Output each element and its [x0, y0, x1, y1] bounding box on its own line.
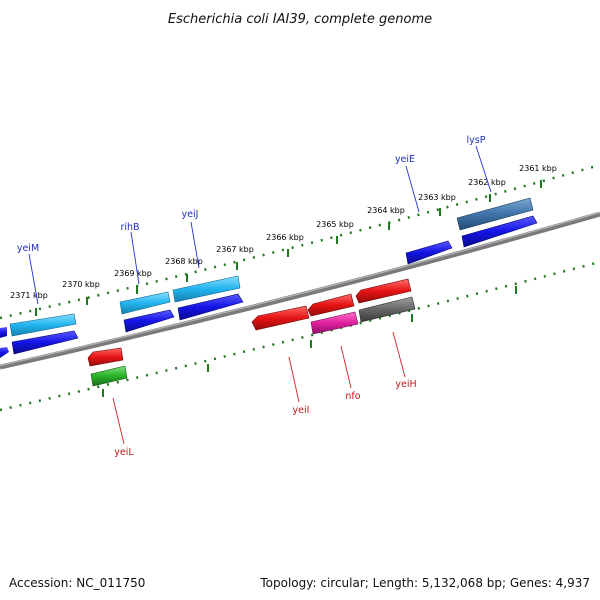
topology-text: Topology: circular; Length: 5,132,068 bp… [259, 576, 590, 590]
kbp-label: 2362 kbp [468, 178, 506, 187]
gene-gray-yeiH[interactable] [358, 296, 416, 323]
gene-red-yeiH[interactable] [355, 278, 412, 304]
bottom-leader-lines [112, 331, 406, 445]
gene-rihB[interactable] [119, 291, 171, 315]
gene-nfo[interactable] [310, 311, 359, 335]
kbp-label: 2363 kbp [418, 193, 456, 202]
gene-label-yeiJ: yeiJ [182, 209, 199, 220]
genome-backbone [0, 211, 600, 370]
kbp-label: 2367 kbp [216, 245, 254, 254]
gene-blue-rihB[interactable] [123, 309, 175, 333]
kbp-label: 2364 kbp [367, 206, 405, 215]
gene-blue-yeiJ[interactable] [177, 293, 244, 321]
map-title: Escherichia coli IAI39, complete genome [168, 12, 432, 27]
gene-red-nfo[interactable] [307, 293, 355, 317]
gene-cyan-left[interactable] [9, 313, 77, 337]
gene-yeiL[interactable] [90, 365, 128, 387]
gene-yeiJ[interactable] [172, 275, 241, 303]
gene-lysP[interactable] [456, 197, 534, 231]
accession-text: Accession: NC_011750 [9, 576, 145, 590]
gene-yeiI[interactable] [251, 305, 310, 331]
gene-label-yeiL: yeiL [114, 447, 134, 458]
kbp-label: 2370 kbp [62, 280, 100, 289]
gene-label-nfo: nfo [345, 391, 360, 402]
kbp-label: 2371 kbp [10, 291, 48, 300]
gene-label-yeiI: yeiI [293, 405, 310, 416]
gene-red-yeiL[interactable] [87, 347, 124, 367]
gene-label-yeiE: yeiE [395, 154, 415, 165]
gene-blue-left-stub[interactable] [0, 347, 9, 358]
gene-label-yeiM: yeiM [17, 243, 39, 254]
kbp-label: 2366 kbp [266, 233, 304, 242]
gene-label-lysP: lysP [467, 135, 486, 146]
gene-label-yeiH: yeiH [395, 379, 416, 390]
kbp-label: 2365 kbp [316, 220, 354, 229]
outer-tick-ring [0, 163, 600, 320]
gene-label-rihB: rihB [120, 222, 139, 233]
top-leader-lines [28, 145, 492, 305]
kbp-labels: 2371 kbp 2370 kbp 2369 kbp 2368 kbp 2367… [10, 164, 557, 300]
kbp-label: 2369 kbp [114, 269, 152, 278]
gene-yeiM-outer[interactable] [0, 327, 7, 338]
gene-yeiE[interactable] [405, 240, 453, 265]
inner-tick-ring [0, 260, 600, 412]
kbp-label: 2368 kbp [165, 257, 203, 266]
gene-blue-left[interactable] [11, 330, 79, 355]
kbp-label: 2361 kbp [519, 164, 557, 173]
gene-blue-lysP[interactable] [461, 215, 538, 248]
